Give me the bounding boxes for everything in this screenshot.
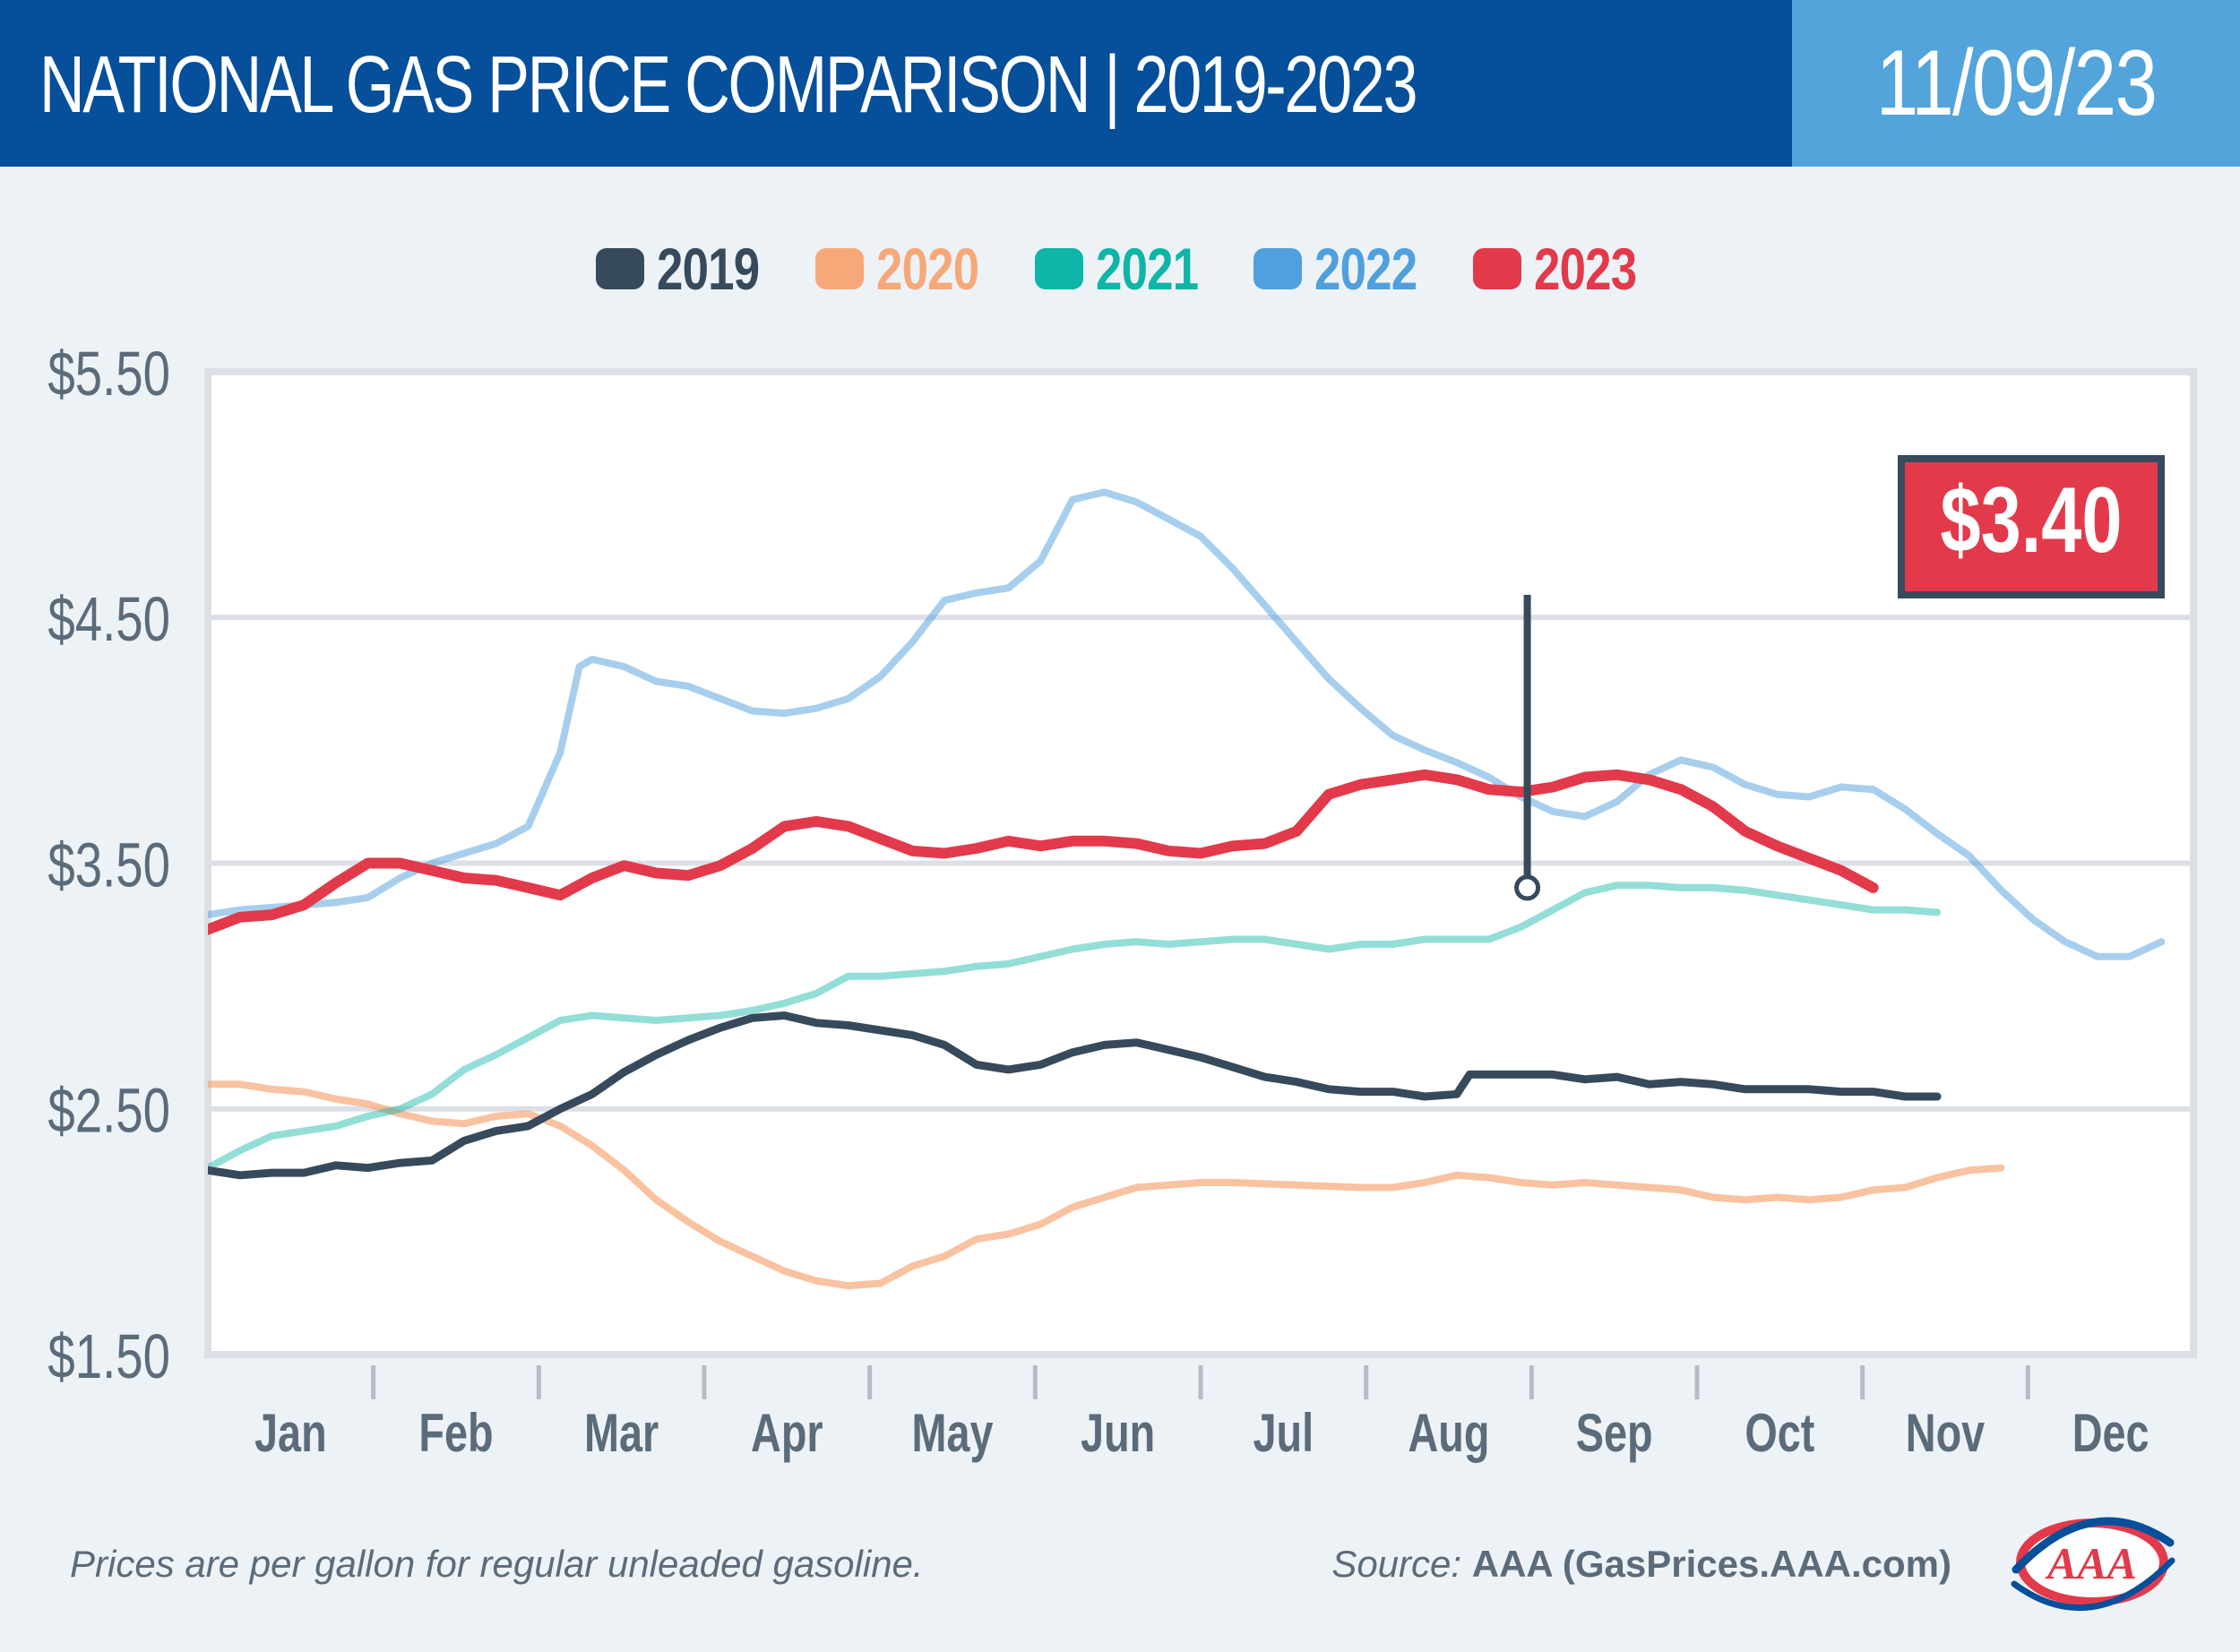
source-credit: Source: AAA (GasPrices.AAA.com) bbox=[1331, 1543, 1951, 1586]
series-line-2020 bbox=[208, 1080, 2005, 1290]
x-tick-label: Sep bbox=[1576, 1403, 1653, 1463]
header-bar: NATIONAL GAS PRICE COMPARISON | 2019-202… bbox=[0, 0, 2240, 167]
legend-label-2022: 2022 bbox=[1314, 236, 1417, 302]
legend-label-2021: 2021 bbox=[1095, 236, 1199, 302]
legend-item-2022: 2022 bbox=[1254, 235, 1425, 303]
x-tick-label: May bbox=[911, 1403, 993, 1463]
y-tick-label: $5.50 bbox=[47, 340, 170, 409]
legend-item-2020: 2020 bbox=[814, 235, 986, 303]
legend-label-2019: 2019 bbox=[656, 236, 760, 302]
aaa-logo: AAA bbox=[2011, 1517, 2175, 1612]
series-line-2022 bbox=[208, 488, 2166, 960]
legend-item-2021: 2021 bbox=[1034, 235, 1206, 303]
aaa-logo-text: AAA bbox=[2045, 1538, 2137, 1588]
footnote: Prices are per gallon for regular unlead… bbox=[70, 1543, 924, 1585]
date-badge: 11/09/23 bbox=[1792, 0, 2240, 167]
page-title: NATIONAL GAS PRICE COMPARISON | 2019-202… bbox=[39, 18, 1417, 152]
y-tick-label: $2.50 bbox=[47, 1076, 170, 1146]
x-tick-label: Mar bbox=[584, 1403, 659, 1463]
callout-box bbox=[1898, 455, 2165, 598]
x-tick-label: Nov bbox=[1906, 1403, 1985, 1463]
callout-label: $3.40 bbox=[1941, 468, 2123, 572]
y-tick-label: $4.50 bbox=[47, 585, 170, 655]
date-label: 11/09/23 bbox=[1875, 31, 2158, 135]
x-tick-label: Apr bbox=[751, 1403, 823, 1463]
legend-item-2023: 2023 bbox=[1473, 235, 1644, 303]
chart-legend: 2019 2020 2021 2022 2023 bbox=[0, 233, 2240, 305]
source-label: Source: bbox=[1331, 1543, 1462, 1585]
title-main: NATIONAL GAS PRICE COMPARISON bbox=[39, 40, 1091, 130]
series-line-2019 bbox=[208, 1011, 1942, 1180]
y-tick-label: $3.50 bbox=[47, 830, 170, 900]
title-separator: | bbox=[1104, 40, 1120, 130]
y-tick-label: $1.50 bbox=[47, 1322, 170, 1392]
x-tick-label: Jun bbox=[1081, 1403, 1155, 1463]
x-tick-label: Jan bbox=[254, 1403, 327, 1463]
x-tick-label: Feb bbox=[418, 1403, 493, 1463]
x-tick-label: Jul bbox=[1254, 1403, 1314, 1463]
legend-label-2020: 2020 bbox=[875, 236, 979, 302]
legend-swatch-2021 bbox=[1034, 248, 1083, 289]
legend-swatch-2022 bbox=[1254, 248, 1303, 289]
series-line-2023 bbox=[208, 769, 1879, 935]
series-line-2021 bbox=[208, 882, 1942, 1172]
legend-item-2019: 2019 bbox=[595, 235, 767, 303]
source-value: AAA (GasPrices.AAA.com) bbox=[1471, 1543, 1951, 1585]
callout-marker bbox=[1514, 874, 1541, 901]
x-tick-label: Aug bbox=[1409, 1403, 1490, 1463]
legend-swatch-2020 bbox=[814, 248, 864, 289]
title-years: 2019-2023 bbox=[1133, 40, 1417, 130]
legend-label-2023: 2023 bbox=[1534, 236, 1637, 302]
x-tick-label: Oct bbox=[1745, 1403, 1814, 1463]
legend-swatch-2019 bbox=[595, 248, 644, 289]
legend-swatch-2023 bbox=[1473, 248, 1522, 289]
x-tick-label: Dec bbox=[2072, 1403, 2150, 1463]
